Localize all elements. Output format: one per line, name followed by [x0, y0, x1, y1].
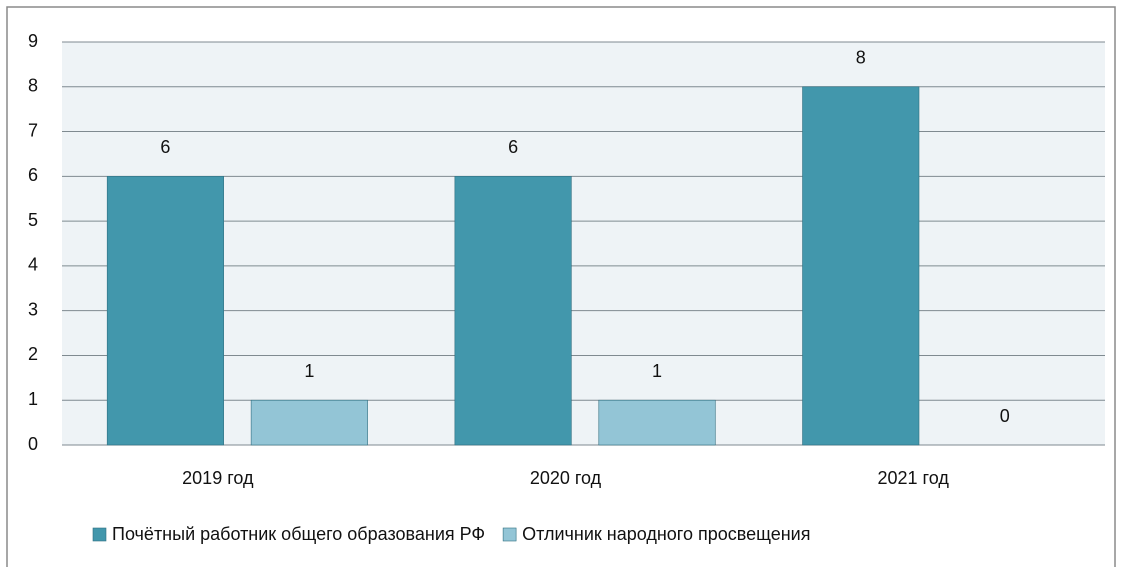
legend-swatch — [92, 527, 107, 542]
legend-label: Почётный работник общего образования РФ — [112, 524, 485, 544]
y-tick-label: 7 — [28, 120, 38, 140]
y-tick-label: 3 — [28, 299, 38, 319]
y-tick-label: 4 — [28, 255, 38, 275]
bar — [598, 399, 716, 446]
y-tick-label: 2 — [28, 344, 38, 364]
data-label: 6 — [160, 137, 170, 157]
data-label: 8 — [856, 48, 866, 68]
y-tick-label: 6 — [28, 165, 38, 185]
bar — [802, 86, 920, 446]
data-label: 1 — [652, 361, 662, 381]
y-tick-label: 1 — [28, 389, 38, 409]
bar — [106, 176, 224, 446]
x-tick-label: 2019 год — [182, 468, 254, 488]
bar — [454, 176, 572, 446]
plot-area — [62, 42, 1105, 445]
y-tick-label: 8 — [28, 76, 38, 96]
data-label: 1 — [304, 361, 314, 381]
data-label: 6 — [508, 137, 518, 157]
legend-swatch — [502, 527, 517, 542]
bar — [250, 399, 368, 446]
x-tick-label: 2021 год — [877, 468, 949, 488]
y-tick-label: 5 — [28, 210, 38, 230]
x-tick-label: 2020 год — [530, 468, 602, 488]
y-tick-label: 0 — [28, 434, 38, 454]
data-label: 0 — [1000, 406, 1010, 426]
y-tick-label: 9 — [28, 31, 38, 51]
legend-label: Отличник народного просвещения — [522, 524, 810, 544]
